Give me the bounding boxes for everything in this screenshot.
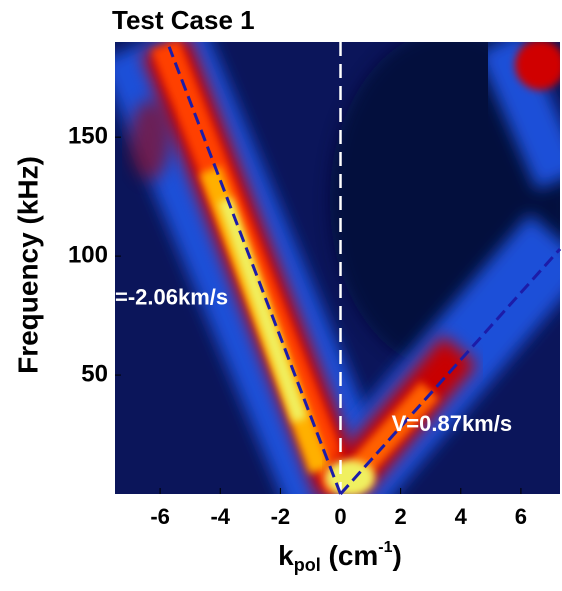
- x-label-sup: -1: [378, 539, 392, 556]
- annotation: V=0.87km/s: [392, 411, 512, 436]
- y-tick-label: 50: [81, 360, 108, 387]
- x-tick-label: -4: [210, 504, 230, 529]
- annotation: =-2.06km/s: [115, 285, 228, 310]
- x-label-unit: (cm: [321, 540, 379, 571]
- x-label-sub: pol: [294, 555, 321, 575]
- x-tick-label: 2: [395, 504, 407, 529]
- y-tick-label: 100: [68, 241, 108, 268]
- velocity-line: [167, 46, 342, 495]
- x-tick-label: -2: [271, 504, 291, 529]
- y-axis-label: Frequency (kHz): [12, 156, 43, 374]
- x-label-main: k: [278, 540, 294, 571]
- y-tick-label: 150: [68, 123, 108, 150]
- velocity-line: [339, 247, 562, 496]
- x-tick-label: 4: [455, 504, 468, 529]
- x-tick-label: -6: [150, 504, 170, 529]
- x-tick-label: 0: [334, 504, 346, 529]
- x-axis-label: kpol (cm-1): [278, 539, 402, 575]
- x-tick-label: 6: [515, 504, 527, 529]
- chart-title: Test Case 1: [112, 5, 255, 35]
- x-label-close: ): [393, 540, 402, 571]
